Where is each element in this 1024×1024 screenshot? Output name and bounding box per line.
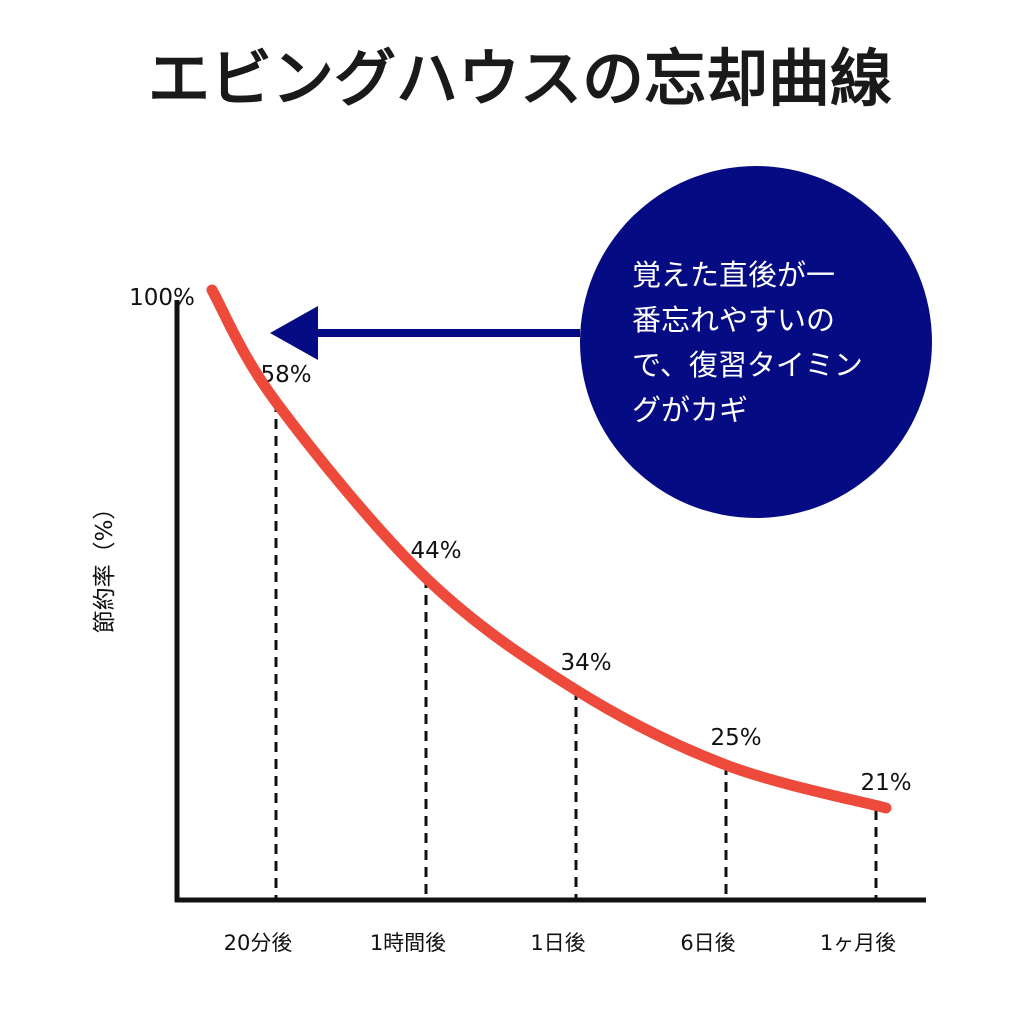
annotation-arrow-head	[270, 306, 318, 360]
chart-title: エビングハウスの忘却曲線	[148, 42, 892, 115]
value-label: 34%	[560, 650, 611, 676]
x-tick-label: 1日後	[530, 931, 585, 955]
x-tick-label: 1ヶ月後	[820, 931, 896, 955]
start-value-label: 100%	[129, 285, 195, 311]
value-label: 21%	[860, 770, 911, 796]
y-axis-label: 節約率（%）	[92, 497, 118, 634]
x-tick-label: 1時間後	[370, 931, 446, 955]
value-label: 44%	[410, 538, 461, 564]
annotation-bubble	[580, 166, 932, 518]
annotation-text-line: 番忘れやすいの	[632, 303, 835, 337]
x-tick-label: 20分後	[224, 931, 293, 955]
annotation-text-line: グがカギ	[632, 393, 748, 427]
annotation-text-line: 覚えた直後が一	[632, 258, 835, 292]
forgetting-curve-line	[206, 284, 892, 814]
annotation-text-line: で、復習タイミン	[632, 348, 863, 382]
x-tick-label: 6日後	[680, 931, 735, 955]
value-label: 25%	[710, 725, 761, 751]
